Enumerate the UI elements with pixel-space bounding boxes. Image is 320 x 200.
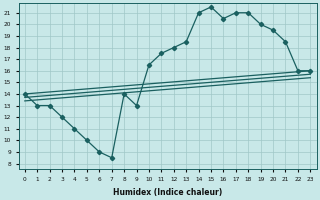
X-axis label: Humidex (Indice chaleur): Humidex (Indice chaleur) xyxy=(113,188,222,197)
